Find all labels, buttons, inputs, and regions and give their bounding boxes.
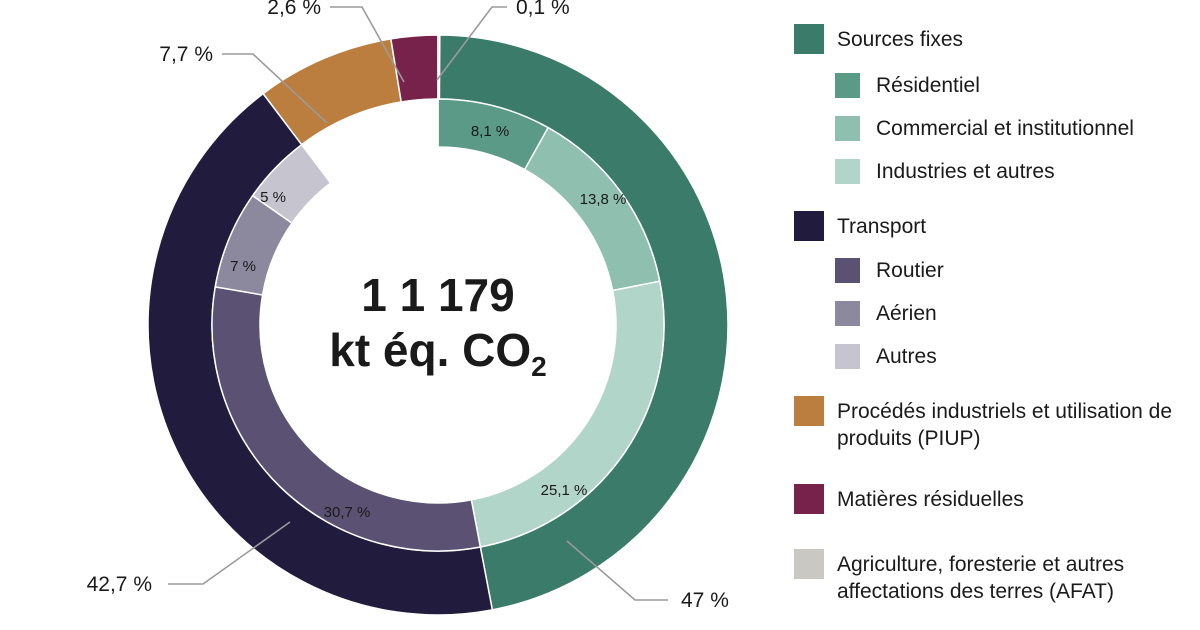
outer-label-afat: 0,1 % [516, 0, 570, 19]
legend-label: Agriculture, foresterie et autres affect… [837, 553, 1125, 603]
legend-label: Sources fixes [837, 28, 964, 51]
leader-line-sources_fixes [566, 540, 668, 601]
inner-label-industries: 25,1 % [541, 482, 588, 499]
inner-label-routier: 30,7 % [324, 504, 371, 521]
legend-label: Autres [876, 345, 937, 368]
donut-hole [261, 148, 615, 502]
legend-swatch [794, 24, 824, 54]
legend-item-9: Procédés industriels et utilisation de p… [794, 396, 1184, 452]
legend-item-1: Sources fixes [794, 24, 1184, 54]
center-total: 1 1 179 kt éq. CO2 [329, 269, 547, 382]
legend-swatch [835, 116, 860, 141]
legend-label: Routier [876, 259, 944, 282]
center-total-unit: kt éq. CO2 [329, 324, 547, 382]
legend-label: Résidentiel [876, 74, 980, 97]
legend-item-5: Transport [794, 211, 1184, 241]
legend-label: Commercial et institutionnel [876, 117, 1134, 140]
legend-label: Procédés industriels et utilisation de p… [837, 400, 1173, 450]
legend-swatch [835, 73, 860, 98]
outer-label-sources_fixes: 47 % [681, 589, 729, 612]
outer-label-transport: 42,7 % [87, 573, 152, 596]
legend-item-6: Routier [835, 257, 1184, 284]
leader-lines [168, 6, 668, 601]
legend-item-11: Agriculture, foresterie et autres affect… [794, 549, 1184, 605]
legend-label: Industries et autres [876, 160, 1055, 183]
outer-slice-afat [437, 34, 441, 100]
leader-line-transport [168, 521, 291, 585]
leader-line-afat [436, 6, 507, 81]
legend-swatch [794, 211, 824, 241]
inner-label-residentiel: 8,1 % [471, 123, 509, 140]
center-total-value: 1 1 179 [361, 269, 514, 321]
legend-swatch [794, 484, 824, 514]
inner-ring [211, 98, 665, 552]
inner-label-aerien: 7 % [230, 258, 256, 275]
legend-item-8: Autres [835, 343, 1184, 370]
leader-line-matieres [330, 6, 405, 83]
donut-chart: 47 % 42,7 % 7,7 % 2,6 % 0,1 % 8,1 % 13,8 % 25,… [87, 0, 729, 616]
legend-label: Aérien [876, 302, 937, 325]
legend-item-2: Résidentiel [835, 72, 1184, 99]
outer-label-piup: 7,7 % [159, 43, 213, 66]
legend-swatch [794, 549, 824, 579]
legend-item-7: Aérien [835, 300, 1184, 327]
center-unit-subscript: 2 [531, 351, 547, 382]
legend-item-3: Commercial et institutionnel [835, 115, 1184, 142]
inner-label-autres_transport: 5 % [260, 189, 286, 206]
legend-label: Transport [837, 215, 927, 238]
legend-swatch [835, 159, 860, 184]
inner-label-commercial: 13,8 % [580, 191, 627, 208]
legend-item-4: Industries et autres [835, 158, 1184, 185]
leader-line-piup [222, 53, 328, 124]
outer-label-matieres: 2,6 % [267, 0, 321, 19]
center-unit-text: kt éq. CO [329, 324, 531, 376]
legend-item-10: Matières résiduelles [794, 484, 1184, 514]
legend-swatch [835, 344, 860, 369]
inner-slice-gap [300, 98, 439, 185]
legend-swatch [835, 301, 860, 326]
inner-labels: 8,1 % 13,8 % 25,1 % 30,7 % 7 % 5 % [230, 123, 626, 521]
legend-swatch [794, 396, 824, 426]
legend-swatch [835, 258, 860, 283]
legend-label: Matières résiduelles [837, 488, 1024, 511]
outer-labels: 47 % 42,7 % 7,7 % 2,6 % 0,1 % [87, 0, 729, 612]
